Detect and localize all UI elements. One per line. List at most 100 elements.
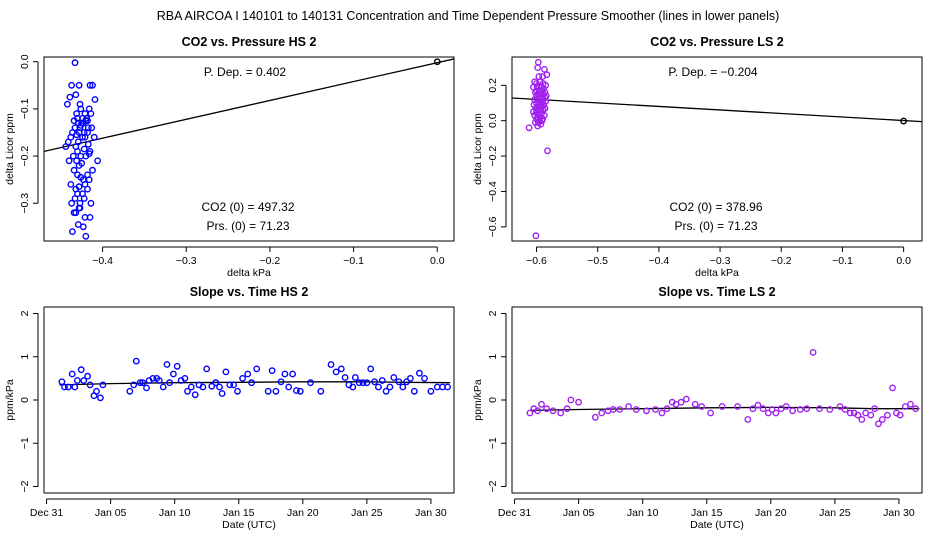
x-tick-label: −0.6 [526,255,547,267]
plot-area [526,348,920,428]
data-point [90,133,98,141]
y-tick-label: −0.2 [487,146,499,167]
x-tick-label: −0.2 [771,255,792,267]
data-point [80,195,88,202]
data-point [68,81,76,89]
data-point [208,382,216,390]
y-tick-label: 2 [19,310,31,316]
annotation-co2zero: CO2 (0) = 378.96 [669,200,762,214]
y-tick-label: 0.2 [487,78,499,93]
chart-title: Slope vs. Time HS 2 [190,285,309,299]
data-point [203,365,211,373]
data-point [625,403,632,410]
x-tick-label: Jan 25 [819,507,851,519]
data-point [410,387,418,395]
annotation-prszero: Prs. (0) = 71.23 [206,219,289,233]
plot-frame [43,306,455,494]
data-point [61,383,68,391]
data-point [734,403,741,410]
data-point [367,365,375,373]
x-tick-label: Dec 31 [498,507,531,519]
data-point [234,387,241,395]
data-point [248,379,256,387]
data-point [87,199,95,207]
data-point [155,377,163,384]
chart-title: CO2 vs. Pressure HS 2 [182,35,317,49]
x-tick-label: 0.0 [896,255,911,267]
x-tick-label: Jan 25 [351,507,383,519]
data-point [382,387,390,395]
x-tick-label: Jan 20 [287,507,319,519]
y-tick-label: 1 [19,354,31,360]
data-point [718,403,726,410]
data-point [253,365,261,373]
data-point [878,416,886,423]
figure-suptitle: RBA AIRCOA I 140101 to 140131 Concentrat… [157,9,780,23]
data-point [226,381,234,389]
data-point [143,384,150,392]
data-point [72,91,80,99]
data-point [544,147,551,155]
data-point [69,152,77,160]
data-point [87,110,95,118]
data-point [67,180,75,188]
y-tick-label: −0.3 [19,193,31,214]
x-tick-label: Jan 30 [415,507,447,519]
annotation-pdep: P. Dep. = −0.204 [668,65,758,79]
data-point [557,409,565,417]
data-point [94,157,102,165]
data-point [539,73,546,80]
data-point [264,387,272,395]
data-point [543,405,550,413]
data-point [386,383,394,391]
data-point [427,387,435,395]
data-point [97,394,104,402]
data-point [652,406,659,413]
data-point [744,416,752,423]
data-point [69,228,76,236]
data-point [532,232,540,240]
data-point [281,370,289,378]
data-point [867,411,875,419]
data-point [68,370,76,378]
data-point [912,405,919,413]
y-tick-label: −0.4 [487,181,499,202]
data-point [73,377,81,384]
data-point [83,114,91,122]
chart-title: Slope vs. Time LS 2 [658,285,775,299]
x-tick-label: −0.3 [176,255,197,267]
y-tick-label: −2 [19,480,31,492]
data-point [139,379,147,387]
data-point [403,378,410,386]
data-point [199,383,207,391]
y-tick-label: −0.2 [19,146,31,167]
smooth-line [529,406,920,412]
chart-title: CO2 vs. Pressure LS 2 [650,35,783,49]
data-point [332,368,340,376]
data-point [796,406,804,413]
data-point [355,379,363,387]
data-point [803,405,811,413]
data-point [395,378,403,386]
data-point [89,81,96,89]
x-tick-label: −0.1 [832,255,853,267]
plot-area [512,58,922,240]
data-point [99,381,107,389]
data-point [337,365,345,373]
data-point [444,383,451,391]
data-point [132,357,140,365]
data-point [66,93,74,101]
annotation-prszero: Prs. (0) = 71.23 [674,219,757,233]
data-point [616,406,623,413]
data-point [907,400,914,408]
data-point [826,406,834,413]
data-point [222,368,230,376]
data-point [79,119,87,127]
x-tick-label: −0.4 [92,255,113,267]
data-point [173,362,181,370]
data-point [89,166,96,174]
data-point [289,370,296,378]
x-tick-label: Jan 15 [691,507,723,519]
x-tick-label: Jan 10 [627,507,659,519]
